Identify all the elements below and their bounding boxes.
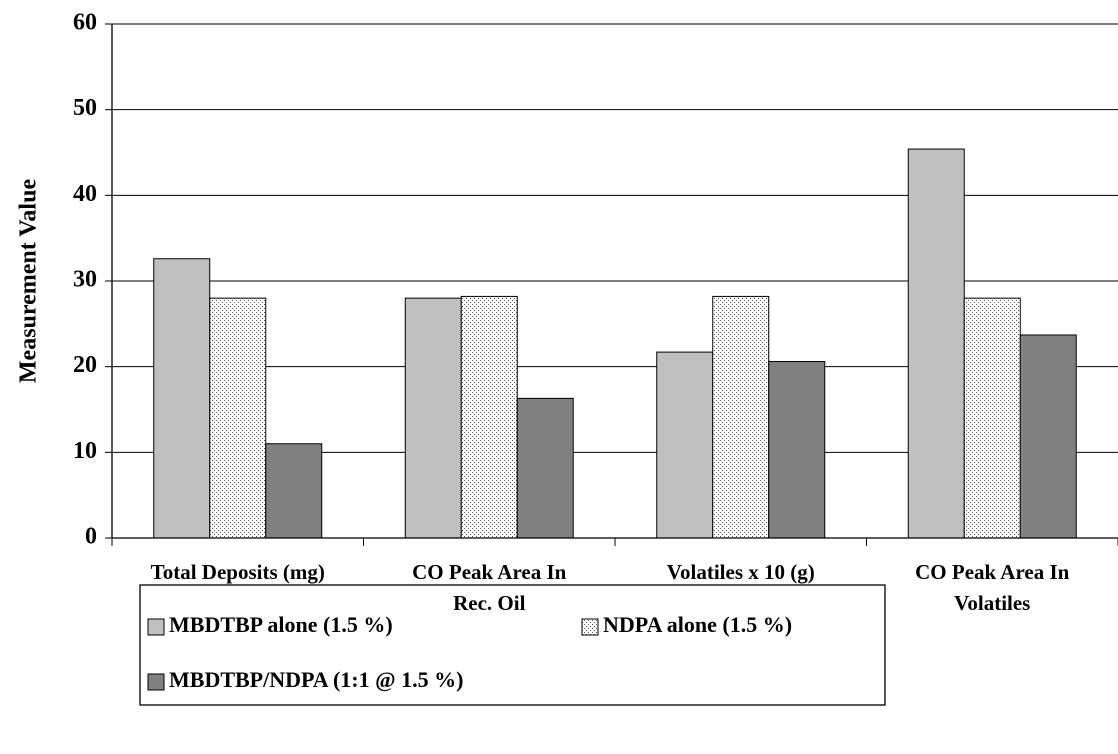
legend-swatch xyxy=(581,618,599,636)
y-tick-label: 50 xyxy=(73,95,97,121)
bar xyxy=(516,397,574,539)
bar xyxy=(712,295,770,539)
legend-label: MBDTBP alone (1.5 %) xyxy=(169,612,393,637)
bar xyxy=(265,443,323,539)
x-tick-label: Total Deposits (mg) xyxy=(150,560,325,584)
bar xyxy=(1019,334,1077,539)
bar xyxy=(209,297,267,539)
x-tick-label: Volatiles x 10 (g) xyxy=(666,560,815,584)
y-tick-label: 0 xyxy=(85,524,97,550)
legend-swatch xyxy=(147,673,165,691)
bar xyxy=(404,297,462,539)
y-tick-label: 10 xyxy=(73,438,97,464)
legend-label: NDPA alone (1.5 %) xyxy=(603,612,792,637)
y-tick-label: 30 xyxy=(73,267,97,293)
bar xyxy=(153,258,211,539)
y-axis-title: Measurement Value xyxy=(16,179,42,384)
x-tick-label: CO Peak Area In Volatiles xyxy=(915,560,1070,615)
y-tick-label: 40 xyxy=(73,181,97,207)
y-tick-label: 60 xyxy=(73,10,97,36)
legend-swatch xyxy=(147,618,165,636)
bar xyxy=(907,148,965,539)
bar xyxy=(656,351,714,539)
bar xyxy=(768,361,826,539)
legend-label: MBDTBP/NDPA (1:1 @ 1.5 %) xyxy=(169,667,463,692)
bar xyxy=(460,295,518,539)
bar xyxy=(963,297,1021,539)
legend-box xyxy=(139,584,886,706)
y-tick-label: 20 xyxy=(73,352,97,378)
x-tick-label: CO Peak Area In Rec. Oil xyxy=(412,560,567,615)
